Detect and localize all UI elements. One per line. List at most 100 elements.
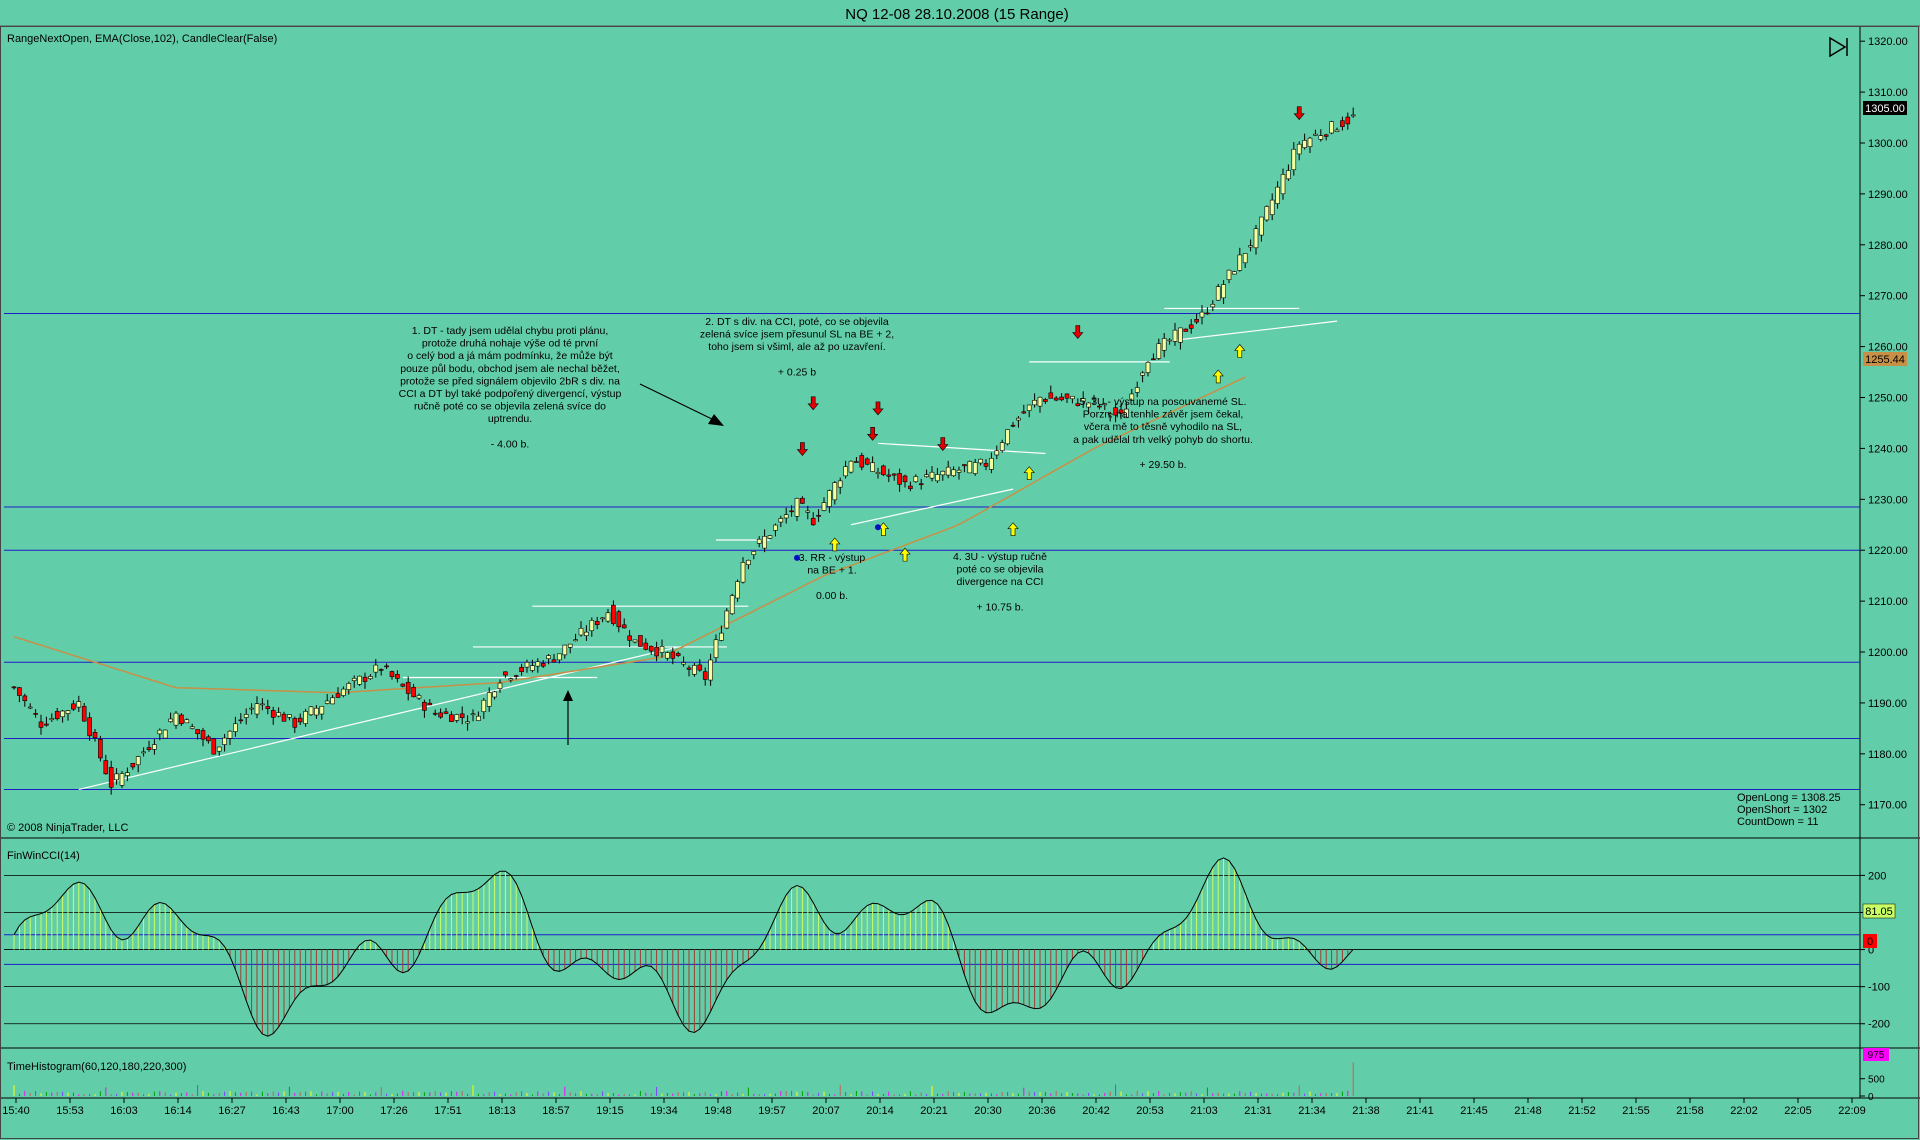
candle-body bbox=[465, 721, 470, 724]
candle-body bbox=[195, 729, 200, 735]
price-indicator-label: RangeNextOpen, EMA(Close,102), CandleCle… bbox=[7, 33, 277, 45]
candle-body bbox=[956, 469, 962, 473]
candle-body bbox=[238, 719, 244, 722]
candle-body bbox=[254, 703, 260, 715]
price-tick-label: 1310.00 bbox=[1868, 87, 1908, 99]
candle-body bbox=[929, 471, 935, 479]
candle-body bbox=[125, 772, 130, 776]
candle-body bbox=[659, 646, 665, 653]
time-tick-label: 16:14 bbox=[164, 1105, 192, 1117]
candle-body bbox=[519, 667, 524, 673]
time-tick-label: 19:34 bbox=[650, 1105, 678, 1117]
hist-tick-label: 0 bbox=[1868, 1092, 1874, 1103]
time-tick-label: 18:57 bbox=[542, 1105, 570, 1117]
time-tick-label: 21:48 bbox=[1514, 1105, 1542, 1117]
candle-body bbox=[978, 458, 983, 464]
candle-body bbox=[524, 662, 530, 668]
candle-body bbox=[513, 675, 519, 677]
candle-body bbox=[540, 662, 546, 667]
candle-body bbox=[173, 712, 179, 726]
time-tick-label: 20:07 bbox=[812, 1105, 840, 1117]
candle-body bbox=[243, 714, 249, 718]
annotation-line: + 29.50 b. bbox=[1140, 459, 1187, 471]
annotation-line: divergence na CCI bbox=[957, 576, 1044, 588]
trendline bbox=[1164, 320, 1338, 343]
candle-body bbox=[1032, 400, 1037, 406]
time-tick-label: 19:48 bbox=[704, 1105, 732, 1117]
candle-body bbox=[578, 627, 584, 636]
candle-body bbox=[843, 466, 848, 477]
exit-dot-icon bbox=[794, 554, 800, 561]
cci-path bbox=[13, 857, 1354, 1037]
time-tick-label: 16:27 bbox=[218, 1105, 246, 1117]
candle-body bbox=[114, 773, 119, 781]
time-tick-label: 22:02 bbox=[1730, 1105, 1758, 1117]
candle-body bbox=[1280, 174, 1286, 195]
candle-body bbox=[821, 502, 827, 511]
candle-body bbox=[1086, 402, 1091, 408]
annotation-line: včera mě to těsně vyhodilo na SL, bbox=[1084, 421, 1242, 433]
candle-body bbox=[1156, 343, 1162, 359]
time-tick-label: 21:45 bbox=[1460, 1105, 1488, 1117]
price-tick-label: 1190.00 bbox=[1868, 698, 1907, 710]
time-tick-label: 16:43 bbox=[272, 1105, 300, 1117]
candle-body bbox=[432, 712, 438, 715]
annotation-line: 1. DT - tady jsem udělal chybu proti plá… bbox=[412, 325, 609, 337]
time-tick-label: 21:34 bbox=[1298, 1105, 1326, 1117]
candle-body bbox=[1307, 137, 1313, 147]
candle-body bbox=[324, 700, 330, 704]
candle-body bbox=[924, 474, 929, 477]
annotation-line: CCI a DT byl také podpořený divergencí, … bbox=[399, 388, 622, 400]
time-tick-label: 17:26 bbox=[380, 1105, 408, 1117]
time-tick-label: 21:55 bbox=[1622, 1105, 1650, 1117]
pointer-arrow-icon bbox=[708, 414, 724, 426]
candle-body bbox=[351, 677, 357, 681]
candle-body bbox=[557, 653, 562, 661]
candle-body bbox=[1275, 186, 1280, 204]
cci-zero-text: 0 bbox=[1867, 936, 1873, 948]
price-tick-label: 1170.00 bbox=[1868, 800, 1907, 812]
annotation-line: poté co se objevila bbox=[957, 564, 1044, 576]
candles bbox=[11, 107, 1356, 795]
cci-tick-label: -100 bbox=[1868, 982, 1890, 994]
candle-body bbox=[492, 691, 497, 698]
candle-body bbox=[222, 737, 227, 745]
candle-body bbox=[584, 631, 589, 636]
trendline bbox=[877, 442, 1046, 455]
candle-body bbox=[1226, 269, 1232, 280]
candle-body bbox=[891, 473, 897, 476]
skip-to-end-icon[interactable] bbox=[1827, 36, 1851, 58]
candle-body bbox=[1215, 286, 1221, 301]
candle-body bbox=[184, 719, 190, 724]
sell-arrow-icon bbox=[1072, 325, 1084, 339]
candle-body bbox=[411, 686, 416, 698]
candle-body bbox=[103, 760, 109, 775]
candle-body bbox=[44, 723, 49, 726]
sell-arrow-icon bbox=[866, 427, 879, 441]
candle-body bbox=[881, 465, 886, 476]
candle-body bbox=[1178, 327, 1183, 343]
candle-body bbox=[476, 715, 481, 721]
candle-body bbox=[1021, 411, 1027, 414]
candle-body bbox=[1048, 392, 1054, 399]
sell-arrow-icon bbox=[937, 437, 949, 451]
candle-body bbox=[416, 695, 422, 699]
candle-body bbox=[967, 461, 973, 474]
panel-frames bbox=[0, 25, 1920, 1139]
candle-body bbox=[1291, 148, 1297, 171]
price-tick-label: 1230.00 bbox=[1868, 494, 1908, 506]
candle-body bbox=[1188, 324, 1194, 329]
candle-body bbox=[789, 510, 794, 513]
time-tick-label: 19:57 bbox=[758, 1105, 786, 1117]
annotation-5: 5. 3U - výstup na posouvanemé SL.Porzn. … bbox=[1073, 396, 1253, 471]
candle-body bbox=[972, 462, 978, 474]
candle-body bbox=[297, 717, 303, 723]
candle-body bbox=[157, 729, 163, 735]
candle-body bbox=[60, 710, 65, 718]
candle-body bbox=[902, 475, 908, 483]
candle-body bbox=[729, 595, 735, 615]
candle-body bbox=[945, 466, 951, 476]
